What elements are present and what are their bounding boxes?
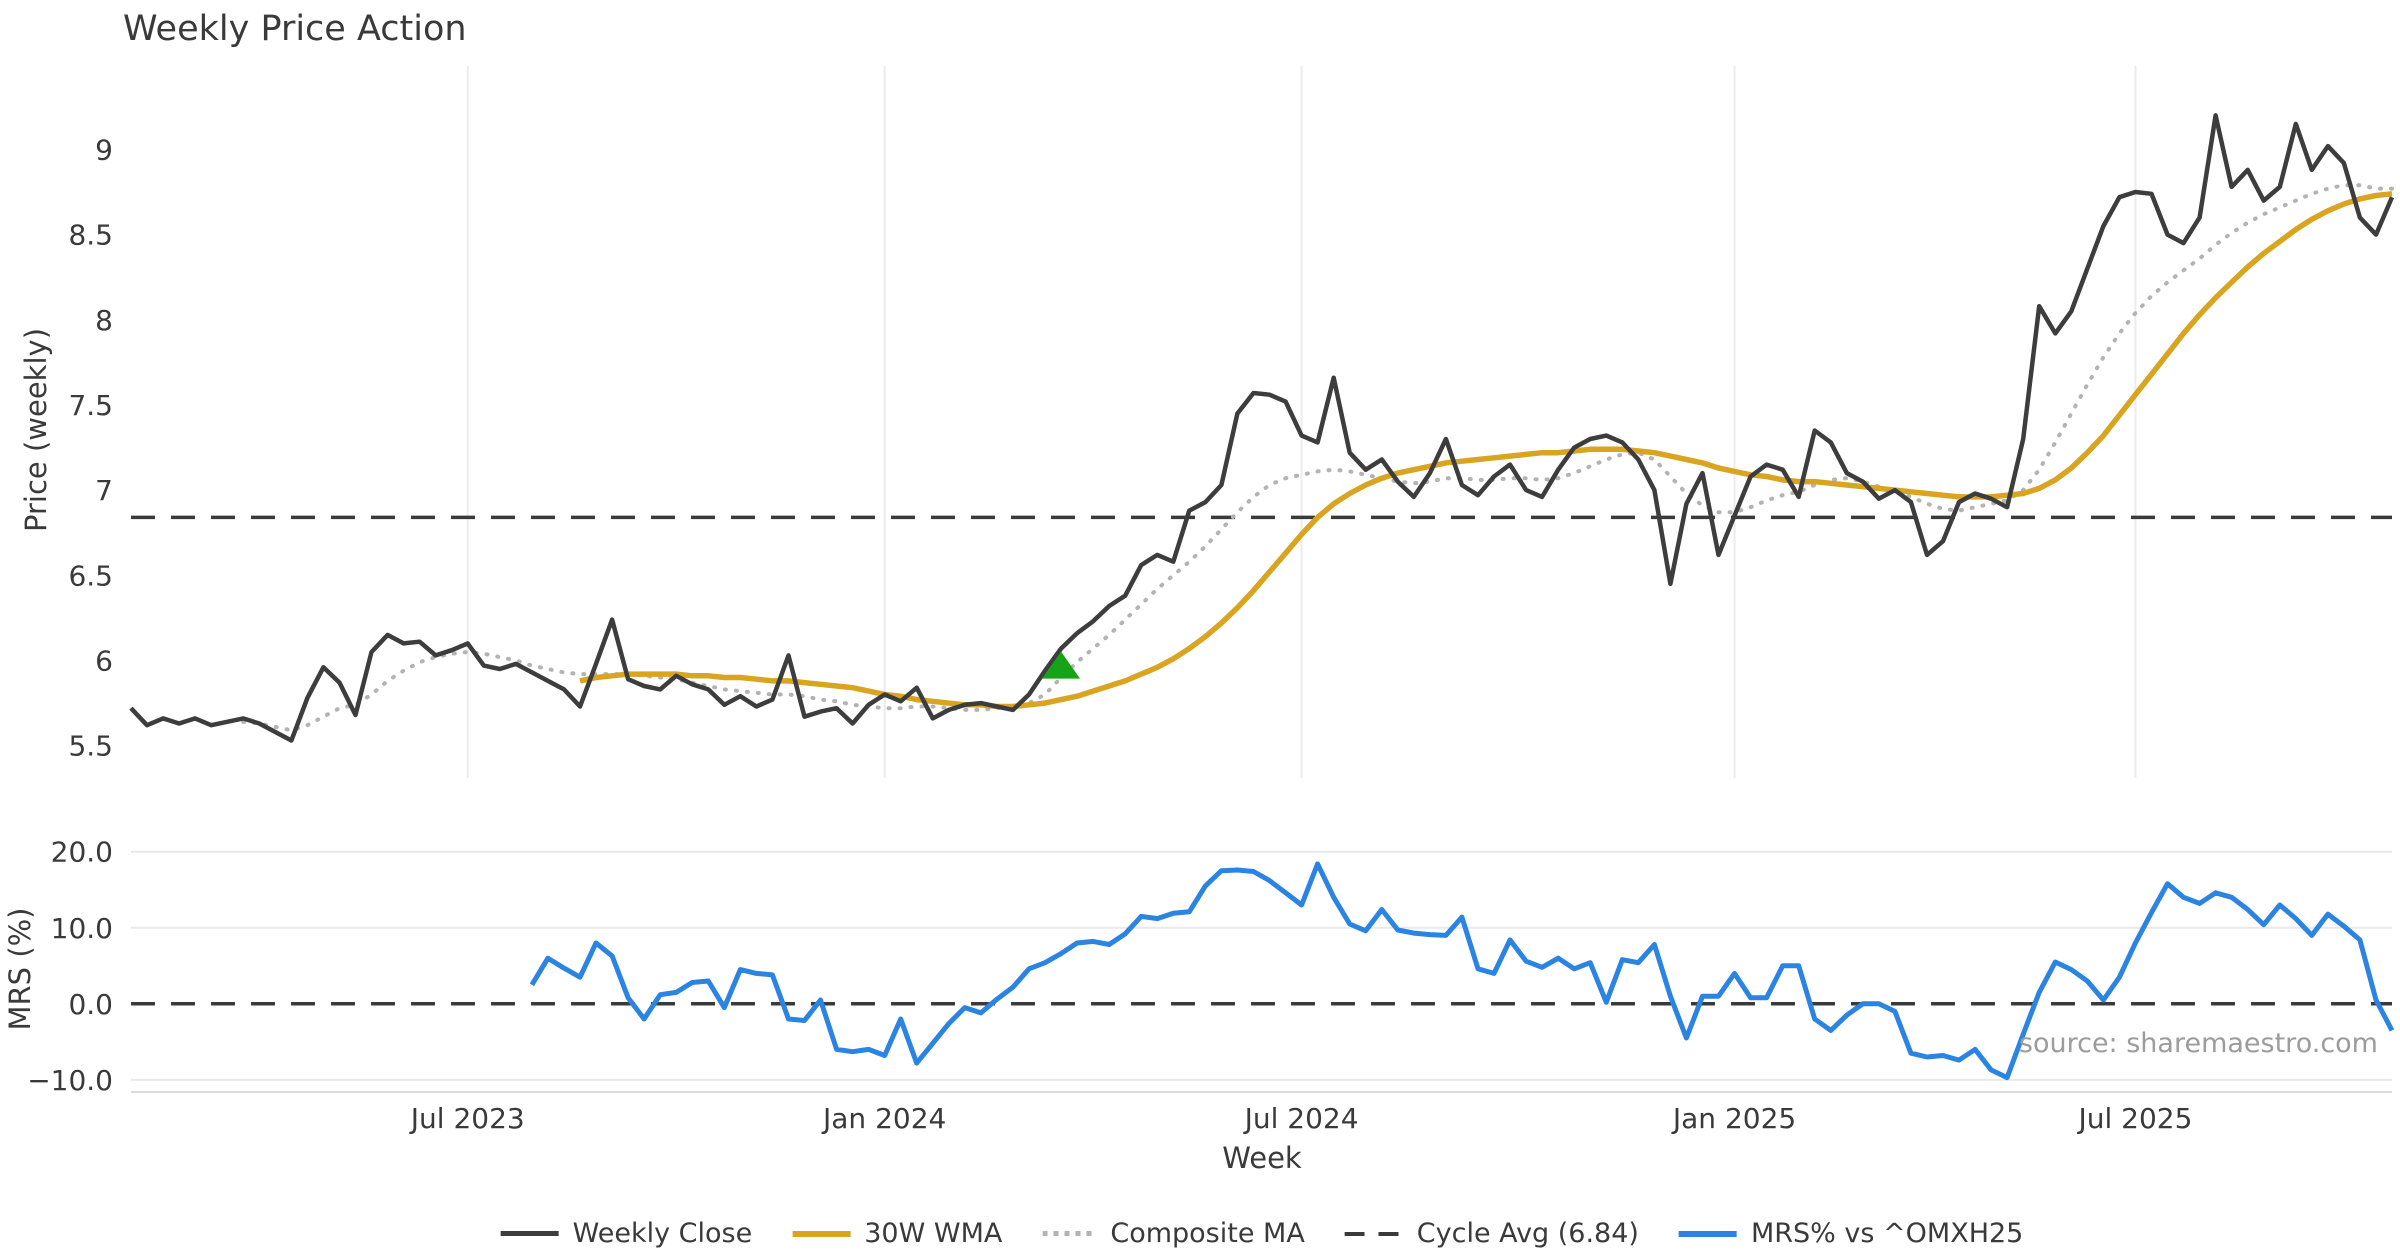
legend-label-cycle-avg: Cycle Avg (6.84) [1416, 1218, 1639, 1249]
legend-item-composite-ma: Composite MA [1042, 1218, 1305, 1249]
legend: Weekly Close 30W WMA Composite MA Cycle … [500, 1218, 2024, 1249]
series-composite-ma [241, 183, 2394, 733]
series-mrs-vs-omxh25 [529, 861, 2395, 1081]
y-tick-label: −10.0 [27, 1064, 113, 1097]
cycle-avg-dashed-swatch-icon [1344, 1231, 1403, 1236]
tick-labels-layer: 5.5 6 6.5 7 7.5 8 8.5 9 20.0 10.0 0.0 −10.0 Jul 2023… [27, 133, 2192, 1135]
legend-item-30w-wma: 30W WMA [792, 1218, 1002, 1249]
mrs-line-swatch-icon [1678, 1230, 1737, 1237]
legend-label-weekly-close: Weekly Close [572, 1218, 753, 1249]
series-layer [129, 113, 2395, 1081]
x-tick-label: Jan 2024 [821, 1102, 946, 1135]
source-note: source: sharemaestro.com [2019, 1028, 2378, 1059]
gridlines-layer [131, 66, 2392, 1093]
x-tick-label: Jan 2025 [1671, 1102, 1796, 1135]
y-tick-label: 8 [95, 304, 113, 337]
x-axis-title: Week [1222, 1141, 1302, 1175]
legend-label-mrs: MRS% vs ^OMXH25 [1750, 1218, 2024, 1249]
series-weekly-close [129, 113, 2395, 743]
y-tick-label: 5.5 [68, 730, 113, 763]
y-tick-label: 9 [95, 133, 113, 166]
y-tick-label: 6 [95, 644, 113, 677]
chart-title: Weekly Price Action [123, 9, 467, 49]
legend-label-30w-wma: 30W WMA [864, 1218, 1003, 1249]
legend-item-cycle-avg: Cycle Avg (6.84) [1344, 1218, 1639, 1249]
buy-signal-triangle-icon [1042, 651, 1081, 679]
legend-item-weekly-close: Weekly Close [500, 1218, 753, 1249]
x-tick-label: Jul 2023 [409, 1102, 525, 1135]
price-axis-title: Price (weekly) [19, 328, 53, 532]
y-tick-label: 10.0 [51, 912, 113, 945]
y-tick-label: 20.0 [51, 836, 113, 869]
weekly-close-line-swatch-icon [500, 1231, 559, 1236]
y-tick-label: 7.5 [68, 389, 113, 422]
mrs-axis-title: MRS (%) [3, 908, 37, 1031]
legend-item-mrs: MRS% vs ^OMXH25 [1678, 1218, 2024, 1249]
y-tick-label: 8.5 [68, 219, 113, 252]
wma-line-swatch-icon [792, 1230, 851, 1237]
y-tick-label: 6.5 [68, 559, 113, 592]
y-tick-label: 7 [95, 474, 113, 507]
legend-label-composite-ma: Composite MA [1110, 1218, 1305, 1249]
x-tick-label: Jul 2025 [2076, 1102, 2192, 1135]
composite-ma-dotted-swatch-icon [1042, 1231, 1097, 1236]
y-tick-label: 0.0 [68, 988, 113, 1021]
x-tick-label: Jul 2024 [1243, 1102, 1359, 1135]
